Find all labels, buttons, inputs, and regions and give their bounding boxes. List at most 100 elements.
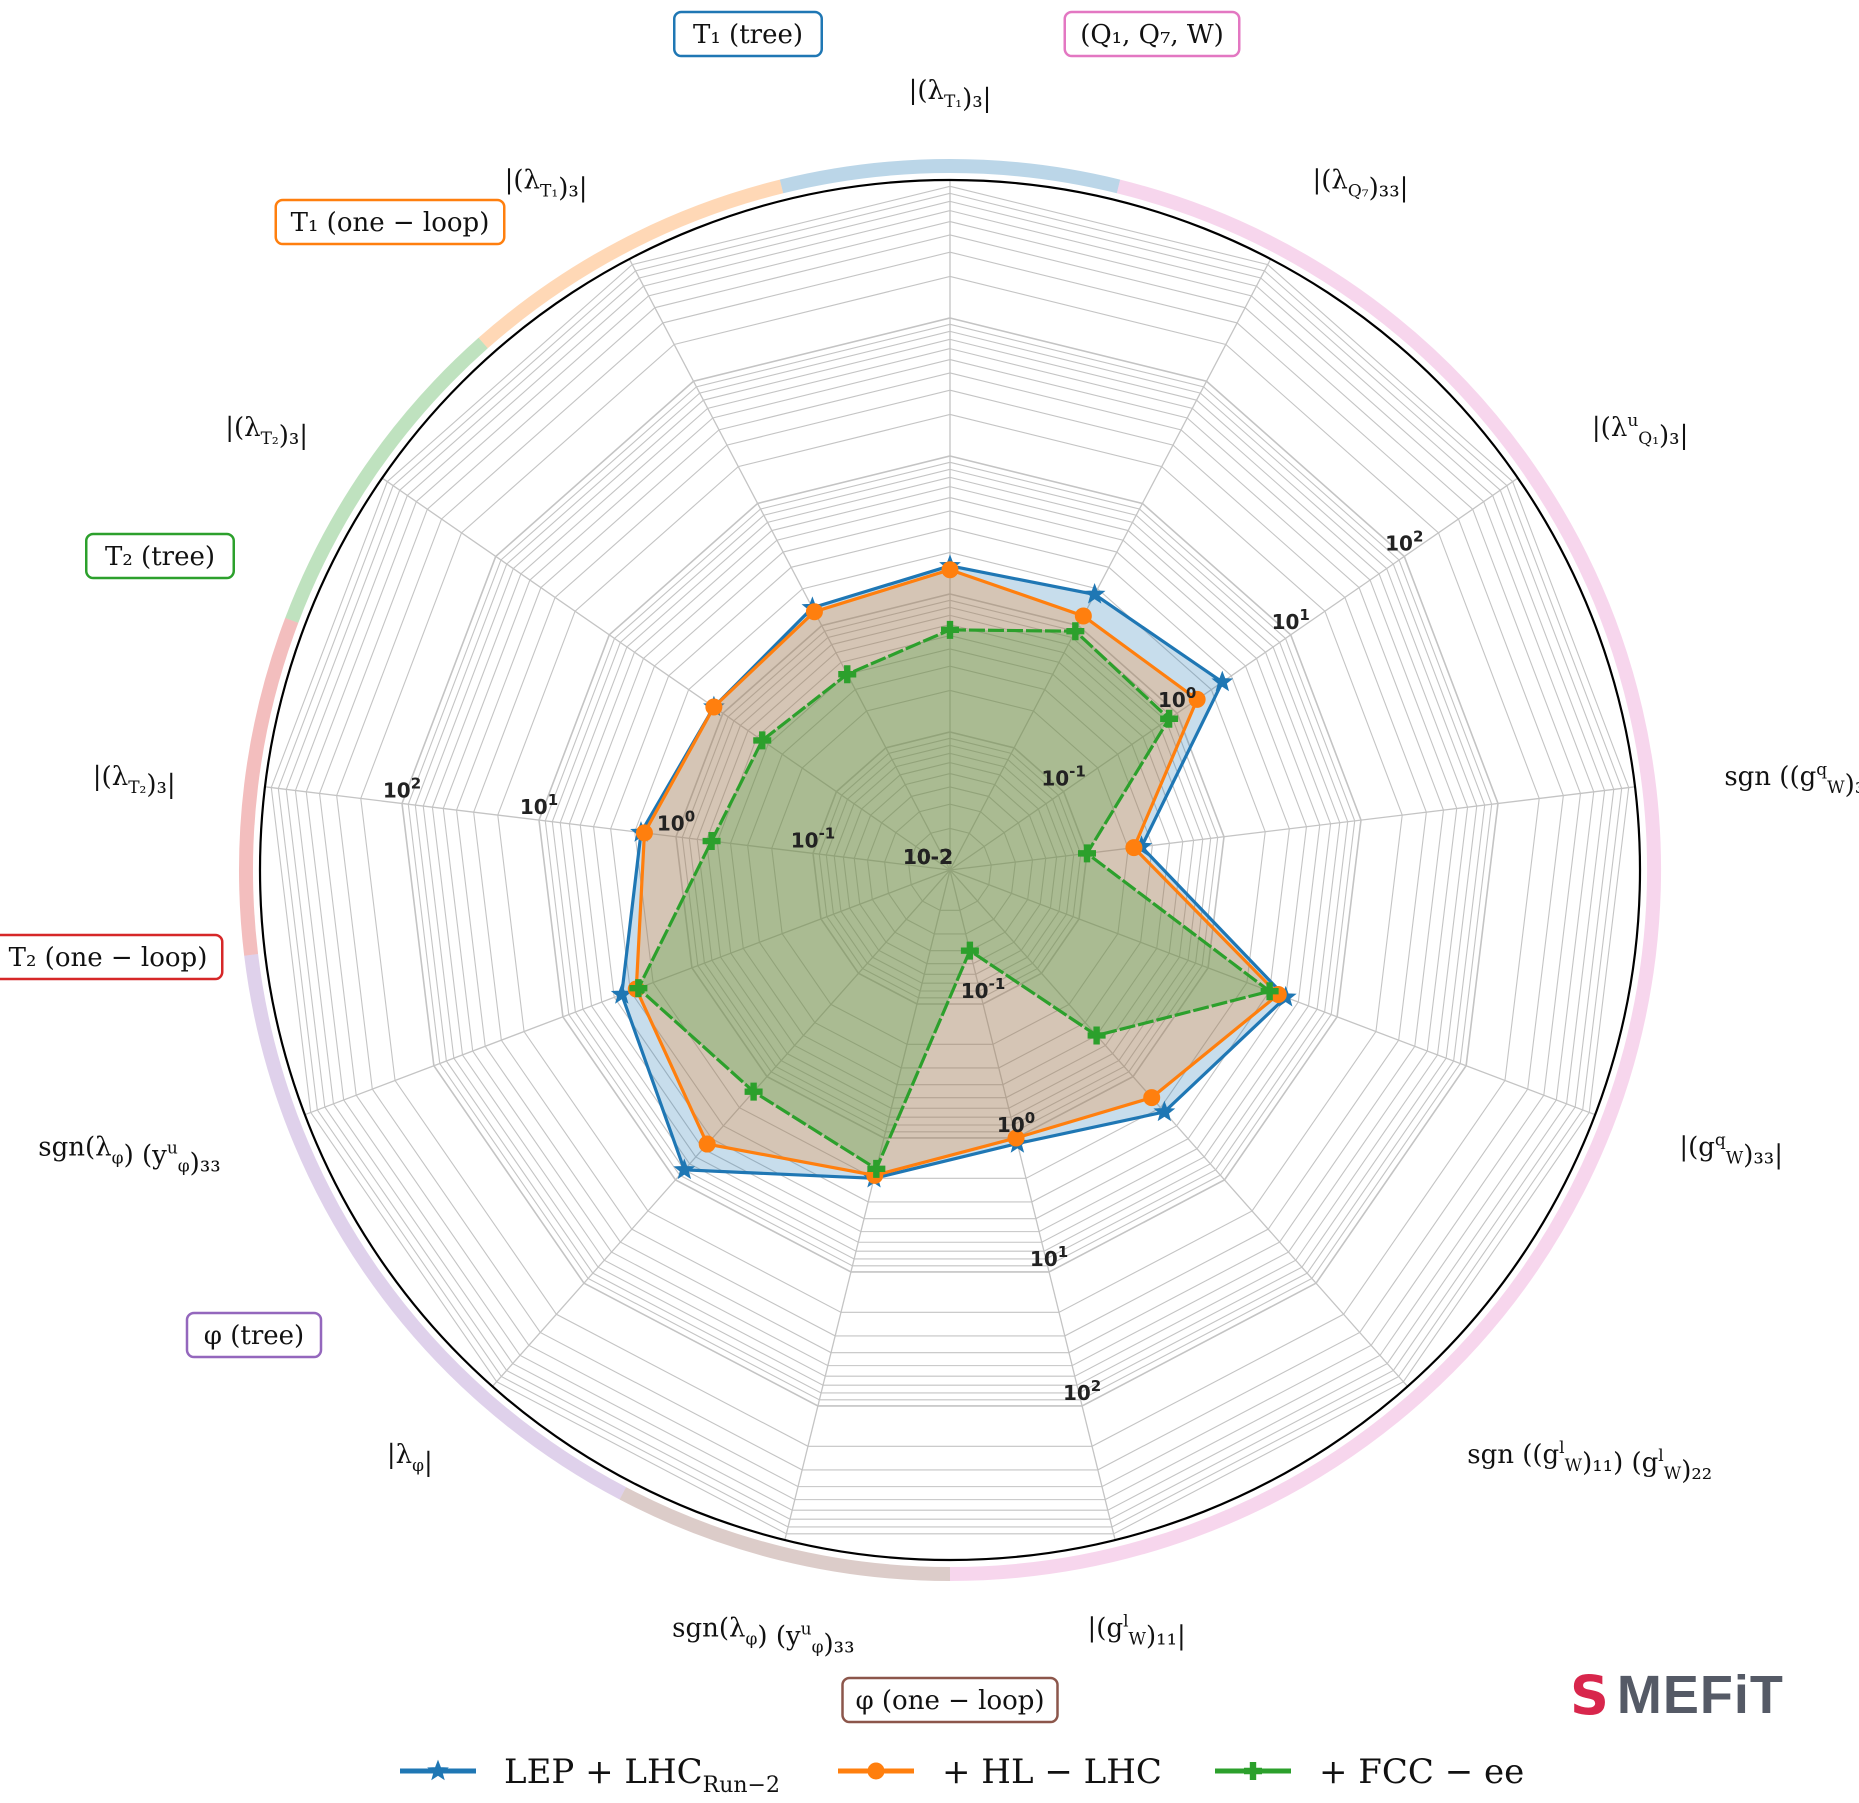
- group-arcs: [239, 159, 1661, 1581]
- series-point: [960, 941, 979, 960]
- tick-label: 10-2: [903, 845, 953, 869]
- grid-spoke: [628, 258, 951, 871]
- mefit-logo: S MEFiT: [1570, 1660, 1783, 1730]
- tick-labels: 10-210-210-210-110-110-11001001001011011…: [383, 527, 1424, 1405]
- grid-ring: [305, 220, 1595, 1501]
- grid-ring: [729, 648, 1171, 1086]
- series-point: [705, 698, 723, 716]
- series-point: [1211, 670, 1234, 692]
- legend-item-3: + FCC − ee: [1215, 1752, 1524, 1792]
- outer-circle: [258, 178, 1642, 1562]
- grid-ring: [551, 468, 1349, 1260]
- grid-ring: [842, 762, 1058, 975]
- group-arc: [779, 159, 1121, 194]
- grid-ring: [579, 496, 1321, 1233]
- grid-ring: [544, 461, 1356, 1267]
- legend-label: + FCC − ee: [1319, 1752, 1524, 1792]
- legend-label: + HL − LHC: [942, 1752, 1162, 1792]
- series-area: [636, 569, 1279, 1176]
- grid-ring: [716, 634, 1184, 1099]
- grid-ring: [294, 210, 1606, 1511]
- axis-labels: |(λT₁)₃| |(λQ₇)₃₃| |(λuQ₁)₃| sgn ((gqW)₃₃) …: [38, 76, 1859, 1659]
- series-point: [1260, 982, 1279, 1001]
- grid-ring: [634, 551, 1266, 1179]
- axis-label-3: |(λuQ₁)₃|: [1592, 411, 1688, 451]
- group-label-box: [274, 198, 506, 246]
- axis-label-8: sgn(λφ) (yuφ)₃₃: [672, 1613, 854, 1659]
- group-label-3: φ (one − loop): [841, 1676, 1059, 1724]
- legend-label: LEP + LHCRun−2: [504, 1752, 780, 1798]
- series-point: [941, 561, 959, 579]
- grid-ring: [336, 251, 1564, 1471]
- series-layer: [610, 554, 1297, 1188]
- axis-label-2: |(λQ₇)₃₃|: [1312, 165, 1408, 203]
- grid-ring: [473, 389, 1427, 1337]
- grid-spoke: [491, 869, 951, 1387]
- grid-ring: [747, 665, 1153, 1069]
- grid-ring: [592, 510, 1308, 1220]
- tick-label: 10-2: [903, 845, 953, 869]
- axis-label-1: |(λT₁)₃|: [909, 76, 992, 114]
- group-label-box: [673, 10, 823, 58]
- series-2: [627, 561, 1287, 1184]
- grid-ring: [401, 317, 1499, 1407]
- grid-spoke: [949, 869, 1409, 1387]
- tick-label: 10-2: [903, 845, 953, 869]
- series-point: [753, 731, 772, 750]
- series-point: [838, 665, 857, 684]
- group-label-text: T₁ (tree): [693, 20, 803, 50]
- series-point: [1074, 607, 1092, 625]
- series-point: [867, 1762, 885, 1780]
- series-point: [1087, 1026, 1106, 1045]
- series-point: [1007, 1129, 1025, 1147]
- grid-ring: [455, 372, 1445, 1354]
- group-label-box: [0, 933, 224, 981]
- axis-label-10: sgn(λφ) (yuφ)₃₃: [38, 1133, 220, 1179]
- group-label-text: T₁ (one − loop): [291, 208, 490, 238]
- axis-label-5: |(gqW)₃₃|: [1679, 1131, 1783, 1171]
- grid-ring: [442, 358, 1458, 1367]
- series-point: [702, 832, 721, 851]
- grid-ring: [285, 200, 1615, 1520]
- series-point: [805, 603, 823, 621]
- series-3: [629, 620, 1279, 1178]
- grid-ring: [812, 731, 1088, 1005]
- series-point: [744, 1082, 763, 1101]
- grid-ring: [407, 323, 1493, 1401]
- grid-spoke: [784, 869, 951, 1541]
- series-area: [638, 629, 1270, 1169]
- series-point: [867, 1159, 886, 1178]
- group-label-4: φ (tree): [185, 1311, 323, 1359]
- grid-ring: [833, 752, 1067, 984]
- series-point: [427, 1759, 449, 1781]
- axis-label-6: sgn ((glW)₁₁) (glW)₂₂: [1467, 1438, 1712, 1486]
- grid-spoke: [949, 258, 1272, 871]
- grid-ring: [414, 330, 1486, 1394]
- grid-ring: [422, 338, 1478, 1386]
- group-arc: [244, 954, 627, 1500]
- group-label-text: T₂ (tree): [105, 542, 215, 572]
- tick-label: 101: [520, 791, 558, 819]
- group-label-text: T₂ (one − loop): [9, 943, 208, 973]
- series-point: [1153, 1100, 1176, 1122]
- series-point: [1160, 709, 1179, 728]
- series-point: [1244, 1762, 1263, 1781]
- series-point: [1143, 1089, 1161, 1107]
- group-arc: [478, 179, 784, 349]
- group-label-text: (Q₁, Q₇, W): [1080, 20, 1224, 50]
- grid-ring: [884, 803, 1016, 935]
- grid-spoke: [949, 786, 1636, 871]
- grid-ring: [908, 827, 992, 911]
- series-point: [635, 824, 653, 842]
- chart-grid: [258, 178, 1642, 1562]
- tick-label: 102: [383, 774, 421, 802]
- axis-label-12: |(λT₂)₃|: [225, 413, 308, 451]
- group-label-1: T₁ (tree): [673, 10, 823, 58]
- axis-label-7: |(glW)₁₁|: [1088, 1611, 1186, 1651]
- grid-ring: [360, 275, 1540, 1447]
- mefit-logo-text: MEFiT: [1616, 1665, 1784, 1725]
- grid-ring: [696, 614, 1204, 1118]
- series-point: [1077, 844, 1096, 863]
- grid-ring: [853, 772, 1047, 965]
- series-line: [634, 568, 1281, 1177]
